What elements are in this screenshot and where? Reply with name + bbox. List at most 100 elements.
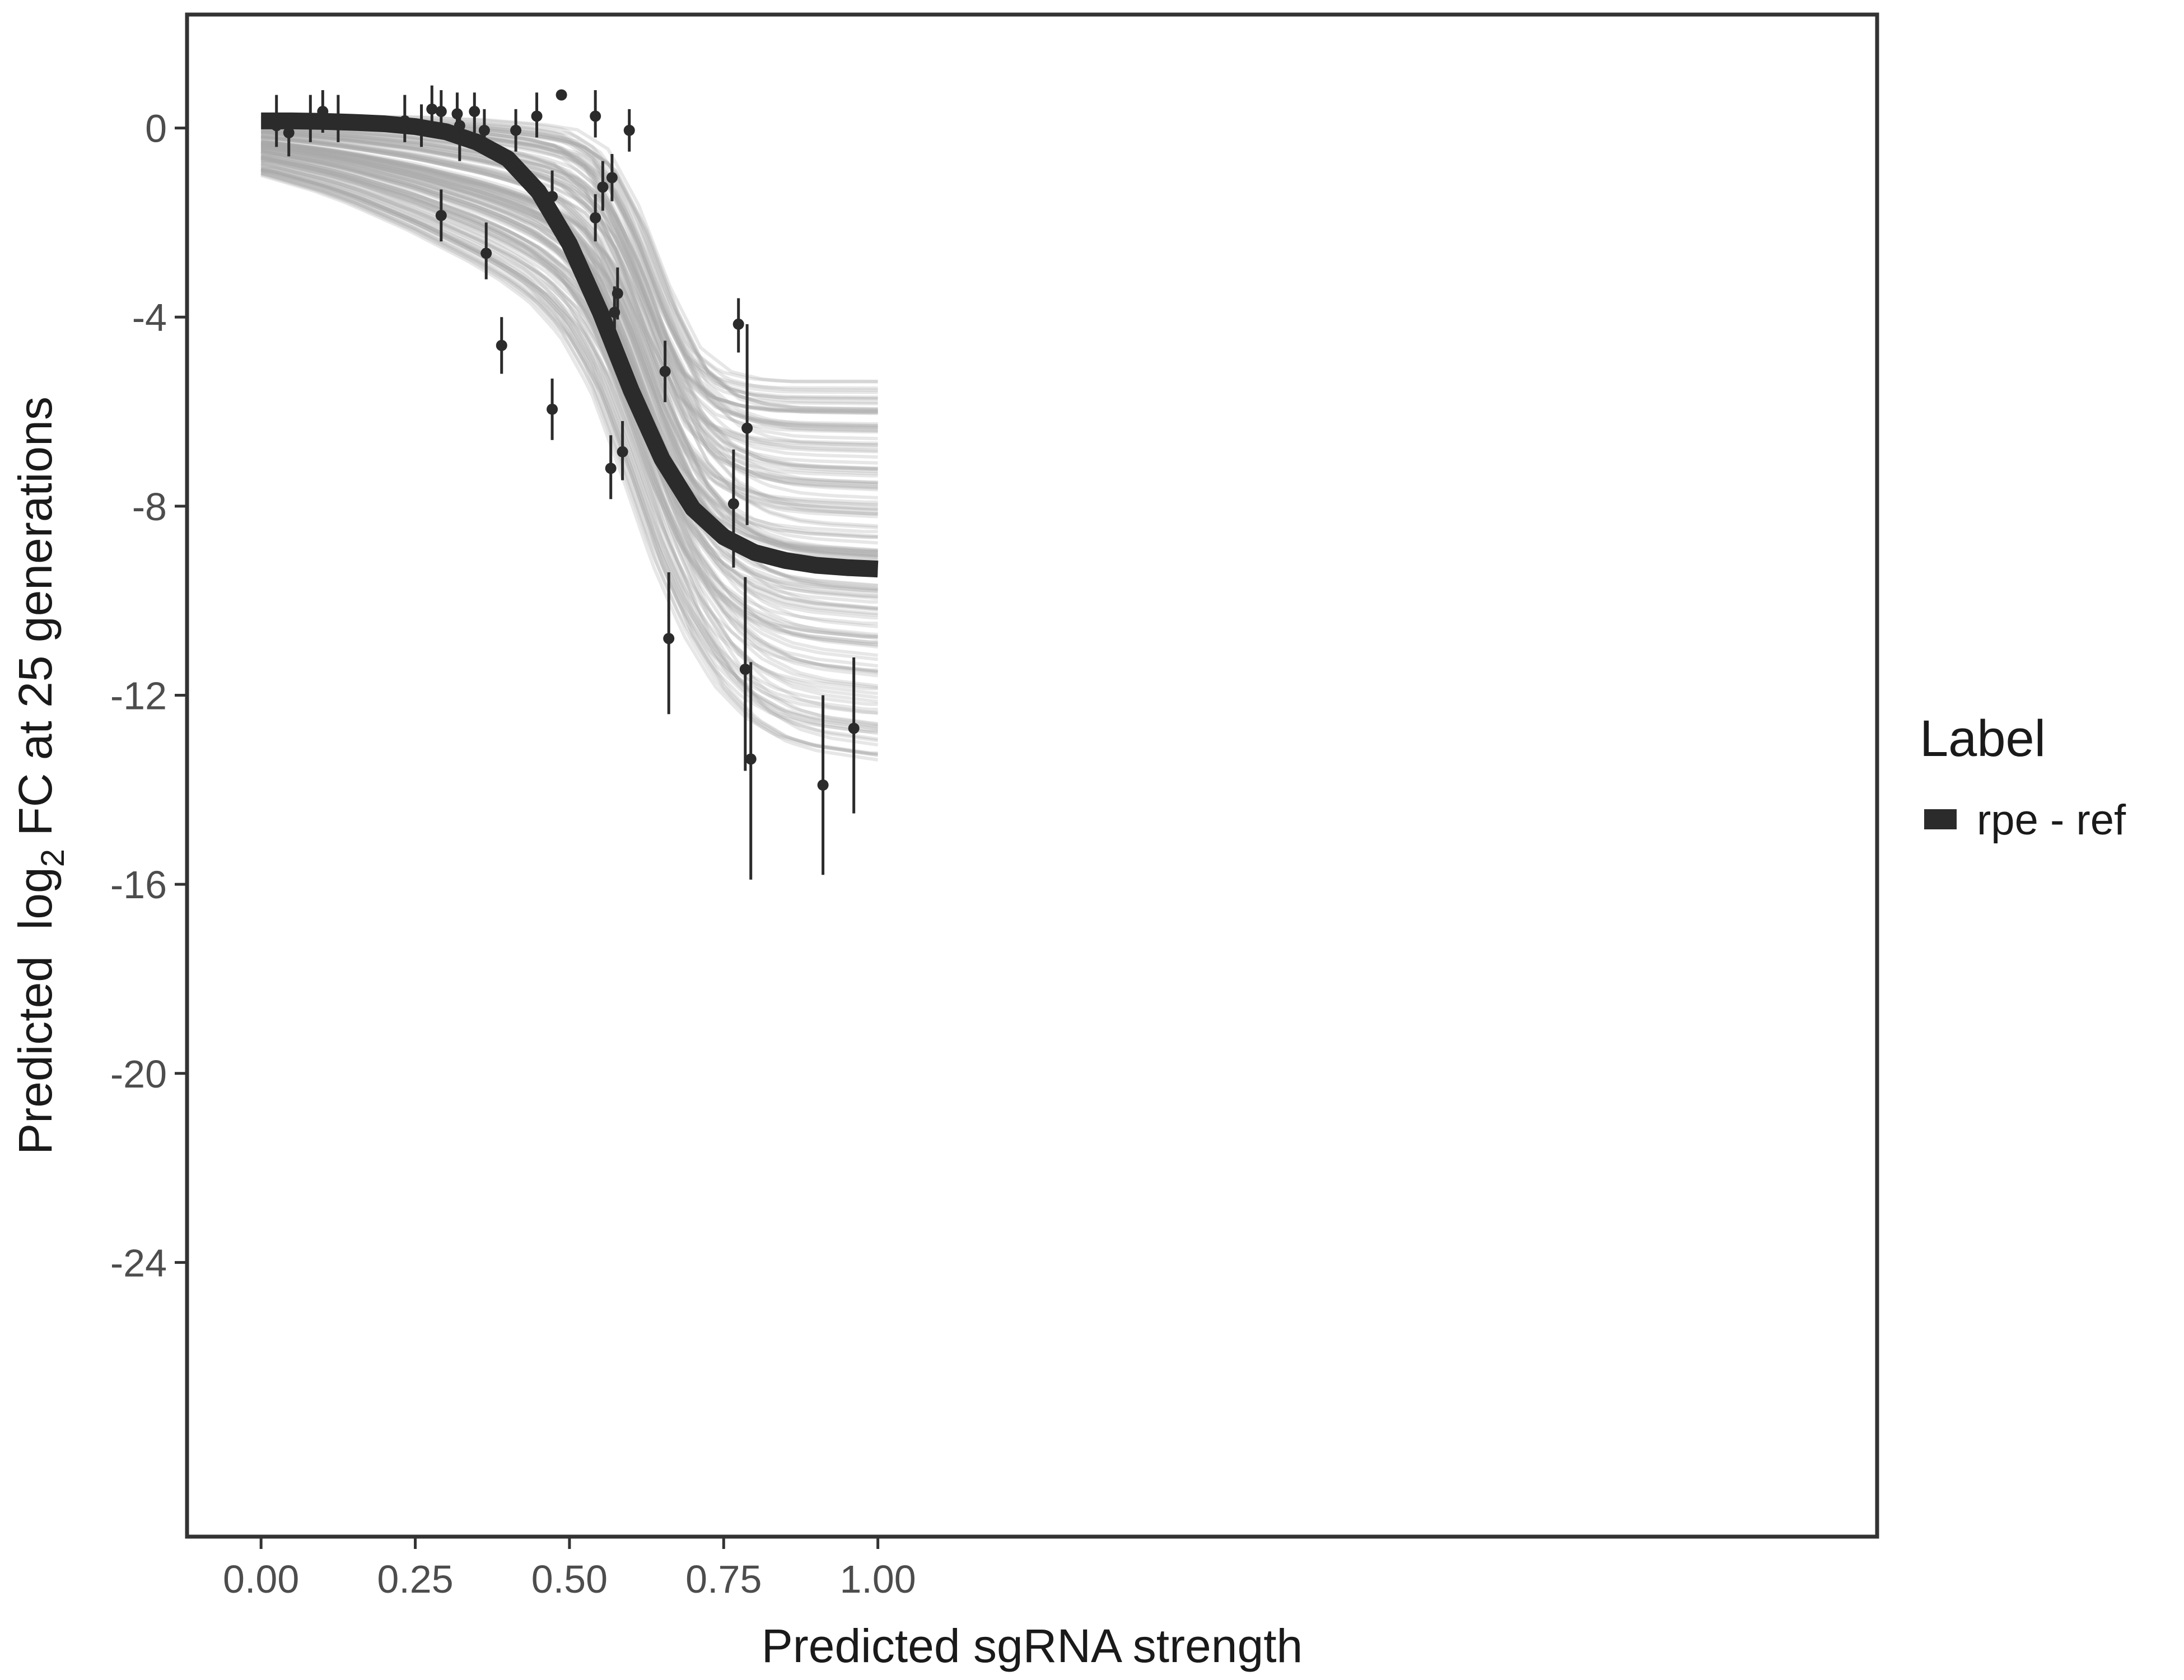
posterior-draw — [260, 167, 879, 731]
posterior-draw — [260, 153, 878, 636]
posterior-draw — [261, 125, 878, 454]
posterior-draw — [260, 131, 878, 490]
data-point — [817, 779, 829, 791]
posterior-draw — [260, 171, 879, 757]
posterior-draw — [260, 134, 878, 504]
posterior-draw — [260, 130, 878, 484]
y-tick-label: -20 — [110, 1052, 167, 1096]
panel-border — [185, 12, 1879, 1539]
posterior-draw — [261, 134, 878, 512]
y-axis-title-suffix: FC at 25 generations — [9, 396, 62, 849]
posterior-draw — [261, 161, 878, 690]
data-point — [597, 181, 609, 193]
posterior-draw — [260, 158, 878, 673]
posterior-draw — [260, 156, 878, 638]
data-point — [741, 422, 753, 434]
posterior-draw — [261, 155, 878, 649]
posterior-draw — [261, 126, 878, 459]
y-tick-label: -4 — [132, 296, 167, 339]
posterior-draw — [261, 141, 878, 559]
posterior-draw — [261, 131, 878, 492]
data-point — [605, 463, 617, 474]
posterior-draw — [261, 163, 878, 703]
posterior-draw — [261, 130, 878, 484]
data-point — [283, 127, 295, 139]
posterior-draw — [260, 129, 878, 478]
posterior-draw — [261, 140, 878, 552]
posterior-draw — [261, 167, 878, 726]
posterior-draw — [260, 136, 878, 516]
data-point — [435, 209, 447, 221]
posterior-draw — [261, 125, 878, 447]
posterior-draw — [260, 156, 878, 646]
y-tick-label: -16 — [110, 863, 167, 907]
posterior-draw — [260, 134, 878, 506]
posterior-draw — [261, 156, 878, 657]
posterior-draw — [260, 155, 878, 647]
posterior-draw — [260, 172, 879, 762]
data-point — [745, 753, 757, 765]
data-point — [454, 120, 465, 132]
fit-line-rpe-ref — [261, 112, 879, 578]
posterior-draw — [261, 137, 878, 528]
data-point — [556, 89, 567, 101]
posterior-draw — [260, 139, 878, 539]
posterior-draw — [260, 167, 878, 728]
posterior-draw — [260, 136, 878, 519]
posterior-draw — [260, 151, 878, 620]
posterior-draw — [260, 157, 878, 668]
x-tick-label: 0.50 — [531, 1557, 608, 1601]
posterior-draw — [261, 125, 878, 450]
posterior-draw — [260, 131, 878, 489]
posterior-draw — [260, 169, 879, 741]
posterior-draw — [261, 141, 878, 556]
posterior-draw — [260, 168, 878, 729]
posterior-draw — [261, 128, 878, 470]
posterior-draw — [260, 141, 878, 559]
posterior-draw — [260, 161, 878, 672]
y-tick-label: 0 — [145, 107, 167, 151]
y-tick-label: -24 — [110, 1241, 167, 1285]
posterior-draw — [260, 171, 878, 734]
data-points — [270, 89, 860, 791]
posterior-draw — [261, 142, 878, 563]
x-tick-label: 0.00 — [223, 1557, 299, 1601]
posterior-draw — [260, 138, 878, 538]
posterior-draw — [260, 130, 878, 486]
data-point — [659, 366, 671, 377]
data-point — [727, 498, 739, 510]
posterior-draw — [260, 166, 878, 706]
y-axis-title-subscript: 2 — [35, 849, 71, 867]
data-point — [612, 288, 623, 300]
posterior-draw — [260, 171, 879, 757]
y-axis: 0 -4 -8 -12 -16 -20 -24 — [110, 107, 185, 1285]
posterior-draw — [261, 132, 878, 500]
data-point — [332, 118, 344, 129]
posterior-draw — [261, 125, 878, 445]
data-point — [469, 106, 480, 118]
posterior-draw — [260, 134, 878, 511]
data-point — [623, 124, 635, 136]
posterior-draw — [260, 141, 878, 554]
y-axis-title: Predicted log2 FC at 25 generations — [9, 396, 71, 1155]
fit-line-layer — [261, 112, 879, 578]
posterior-draw — [260, 153, 878, 626]
posterior-draw — [260, 139, 878, 545]
posterior-draw — [261, 169, 879, 743]
posterior-draw — [260, 172, 878, 755]
y-tick-label: -12 — [110, 674, 167, 718]
posterior-draw — [261, 125, 878, 452]
data-point — [547, 190, 558, 202]
posterior-draw — [261, 161, 878, 688]
data-point — [732, 318, 744, 330]
posterior-draw — [261, 141, 878, 559]
data-point — [478, 124, 490, 136]
posterior-draw — [261, 159, 878, 675]
posterior-draw — [260, 169, 878, 732]
data-point — [510, 124, 522, 136]
data-point — [270, 120, 282, 132]
posterior-draw — [260, 135, 878, 516]
posterior-draw — [260, 153, 878, 640]
data-point — [426, 103, 438, 115]
posterior-draw — [260, 162, 878, 699]
